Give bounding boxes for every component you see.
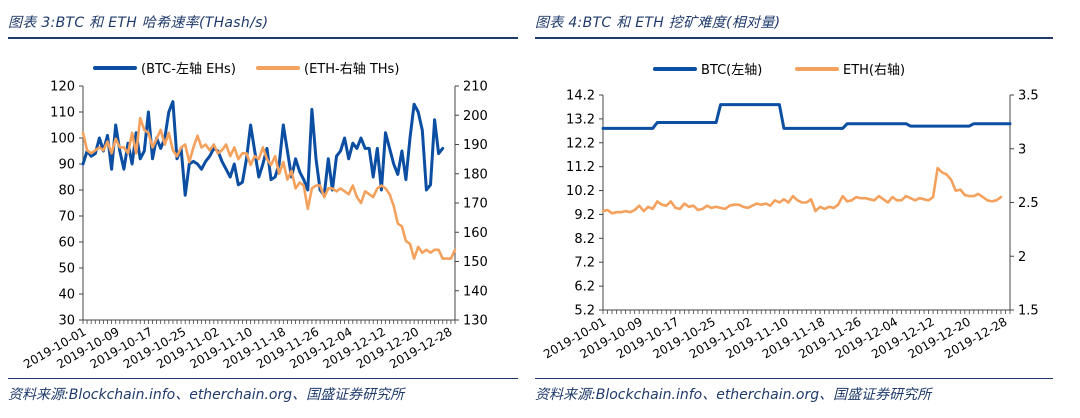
figure-title: 图表 4:BTC 和 ETH 挖矿难度(相对量) [535,15,781,31]
title-rule [8,37,518,39]
series-line [601,103,1012,130]
y-tick-label-left: 8.2 [574,232,595,247]
y-tick-label-right: 1.5 [1018,304,1039,319]
y-tick-label-right: 190 [463,138,488,153]
figure-source: 资料来源:Blockchain.info、etherchain.org、国盛证券… [8,387,405,403]
legend-label: (ETH-右轴 THs) [304,62,399,77]
figure-title: 图表 3:BTC 和 ETH 哈希速率(THash/s) [8,15,269,31]
y-tick-label-left: 70 [58,210,75,225]
y-tick-label-left: 30 [58,314,75,329]
y-tick-label-right: 180 [463,167,488,182]
y-tick-label-left: 13.2 [566,112,595,127]
y-tick-label-left: 40 [58,288,75,303]
y-tick-label-left: 12.2 [566,136,595,151]
y-tick-label-left: 11.2 [566,160,595,175]
legend-label: BTC(左轴) [701,63,762,78]
legend-label: (BTC-左轴 EHs) [141,62,236,77]
y-tick-label-right: 3.5 [1018,89,1039,104]
y-tick-label-left: 6.2 [574,280,595,295]
source-rule [8,378,518,379]
y-tick-label-left: 120 [50,80,75,95]
hash-rate-chart: 30 40 50 60 70 80 90 100 110 120 130 140 150 160 170 18… [21,62,488,371]
y-tick-label-right: 200 [463,109,488,124]
series-line [81,116,457,260]
y-tick-label-right: 170 [463,197,488,212]
y-tick-label-right: 150 [463,255,488,270]
figure-panel-right: 图表 4:BTC 和 ETH 挖矿难度(相对量) 5.2 6.2 7.2 8.2 9.2… [527,0,1080,418]
y-tick-label-left: 7.2 [574,256,595,271]
figure-source: 资料来源:Blockchain.info、etherchain.org、国盛证券… [535,387,932,403]
title-rule [535,37,1053,39]
y-tick-label-right: 3 [1018,142,1026,157]
y-tick-label-left: 90 [58,158,75,173]
y-tick-label-left: 9.2 [574,208,595,223]
y-tick-label-left: 100 [50,132,75,147]
y-tick-label-right: 2.5 [1018,196,1039,211]
y-tick-label-left: 60 [58,236,75,251]
y-tick-label-right: 160 [463,226,488,241]
source-rule [535,378,1053,379]
series-line [81,100,445,197]
legend-label: ETH(右轴) [843,63,905,78]
y-tick-label-left: 10.2 [566,184,595,199]
y-tick-label-left: 110 [50,106,75,121]
y-tick-label-right: 2 [1018,250,1026,265]
y-tick-label-right: 210 [463,80,488,95]
y-tick-label-right: 140 [463,284,488,299]
series-line [601,166,1003,215]
y-tick-label-right: 130 [463,314,488,329]
y-tick-label-left: 14.2 [566,89,595,104]
y-tick-label-left: 80 [58,184,75,199]
y-tick-label-left: 50 [58,262,75,277]
difficulty-chart: 5.2 6.2 7.2 8.2 9.2 10.2 11.2 12.2 13.2 14.2 1.5 2 2… [541,63,1039,361]
figure-panel-left: 图表 3:BTC 和 ETH 哈希速率(THash/s) 30 40 50 60 70 8… [0,0,525,418]
y-tick-label-left: 5.2 [574,304,595,319]
